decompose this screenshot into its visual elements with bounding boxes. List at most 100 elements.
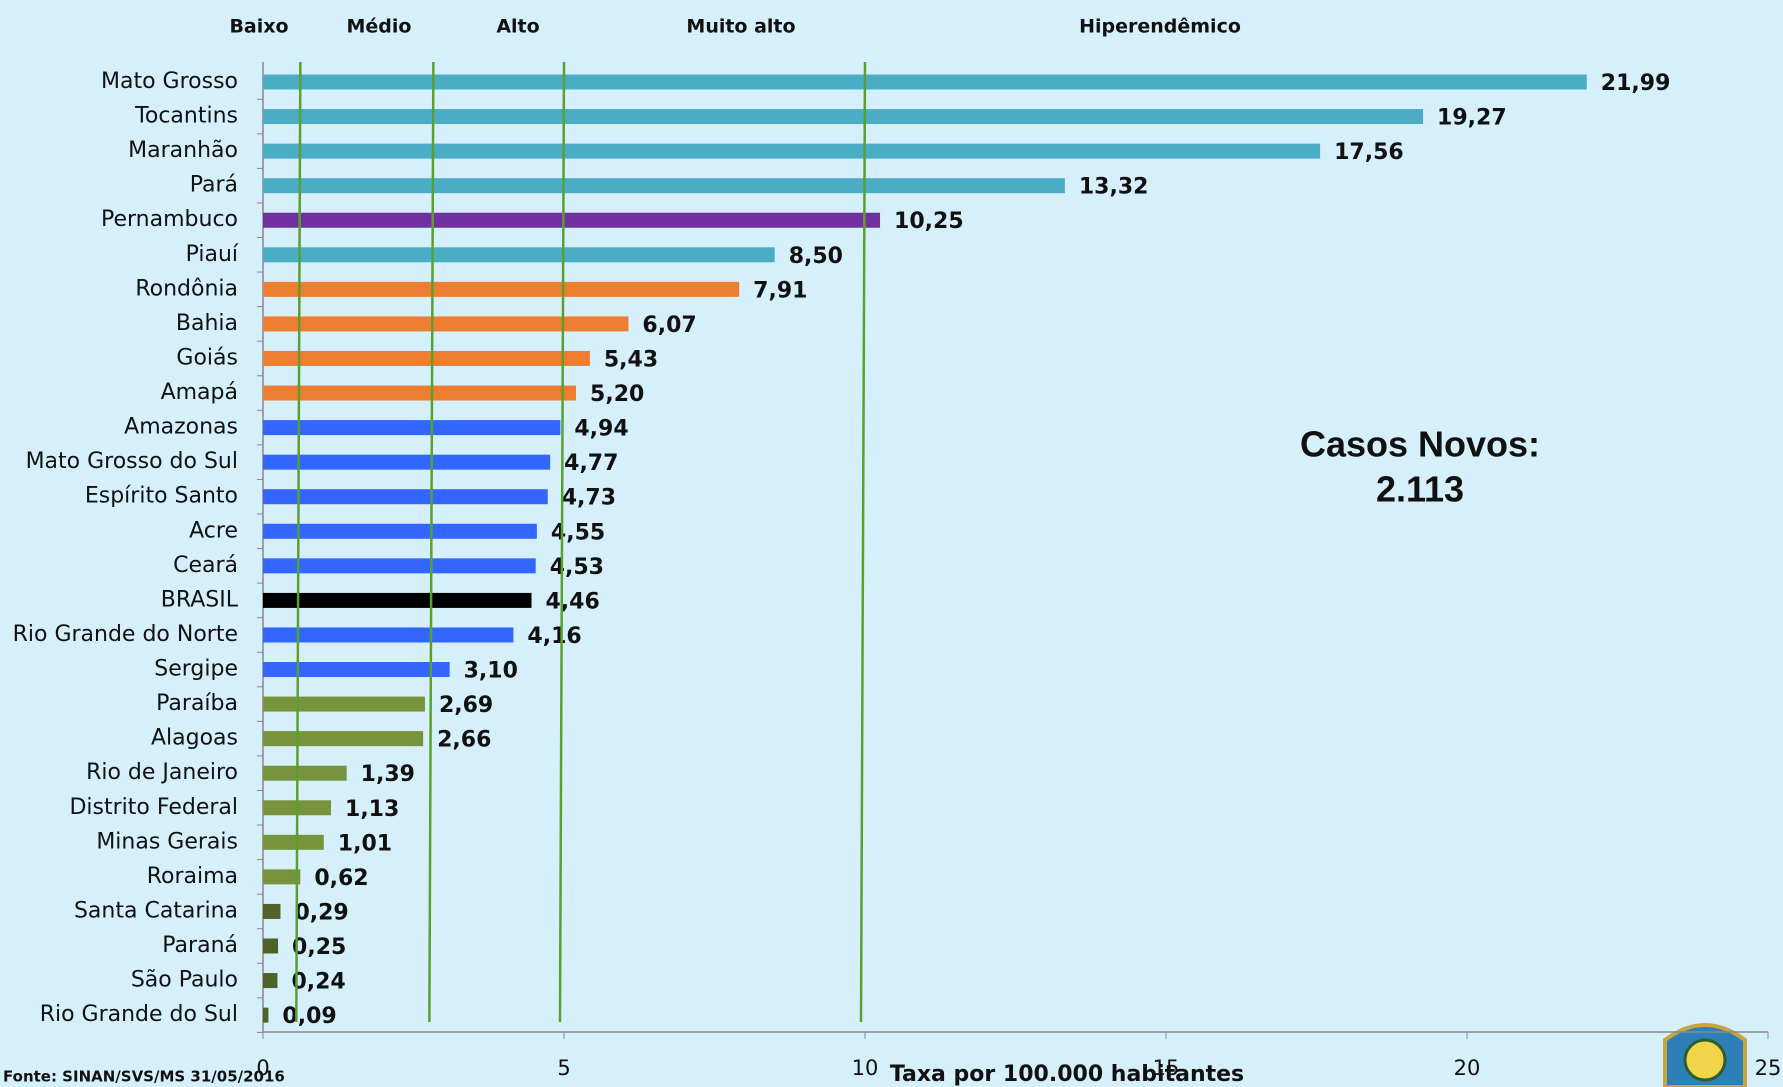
bar [263, 765, 347, 781]
category-label: São Paulo [131, 968, 238, 993]
bar [263, 385, 577, 401]
data-label: 21,99 [1601, 71, 1671, 96]
x-tick-label: 10 [852, 1056, 879, 1080]
category-label: Roraima [147, 864, 238, 889]
data-label: 0,24 [291, 970, 345, 995]
data-label: 0,09 [282, 1004, 336, 1029]
category-label: Minas Gerais [96, 829, 238, 854]
zone-label: Alto [496, 16, 539, 38]
bar [263, 834, 324, 850]
bar [263, 74, 1587, 90]
x-tick-label: 0 [256, 1056, 269, 1080]
data-label: 7,91 [753, 278, 807, 303]
category-label: Amazonas [124, 415, 238, 440]
data-label: 2,69 [439, 693, 493, 718]
category-label: Espírito Santo [85, 484, 238, 509]
bar [263, 1007, 269, 1023]
category-label: Acre [189, 518, 238, 543]
x-tick-label: 5 [557, 1056, 570, 1080]
threshold-line [859, 61, 867, 1023]
bar [263, 696, 425, 712]
category-label: Santa Catarina [74, 898, 238, 923]
category-label: Bahia [176, 311, 238, 336]
category-label: Paraíba [156, 691, 238, 716]
data-label: 4,55 [551, 520, 605, 545]
data-label: 3,10 [464, 659, 518, 684]
data-label: 4,94 [574, 417, 628, 442]
category-label: Goiás [176, 345, 238, 370]
category-label: Alagoas [151, 726, 238, 751]
category-label: Mato Grosso [101, 69, 238, 94]
category-label: Paraná [162, 933, 238, 958]
x-tick-label: 15 [1153, 1056, 1180, 1080]
data-label: 4,77 [564, 451, 618, 476]
bar [263, 143, 1321, 159]
data-label: 19,27 [1437, 106, 1507, 131]
x-tick-label: 20 [1454, 1056, 1481, 1080]
bar [263, 212, 881, 228]
bar [263, 627, 514, 643]
bar [263, 247, 775, 263]
threshold-line [428, 61, 435, 1023]
bar [263, 178, 1065, 194]
bar [263, 973, 278, 989]
bar [263, 420, 561, 436]
category-label: Sergipe [154, 657, 238, 682]
bar [263, 869, 301, 885]
category-label: Mato Grosso do Sul [26, 449, 238, 474]
category-label: Rondônia [135, 276, 238, 301]
data-label: 4,46 [545, 589, 599, 614]
category-label: Piauí [186, 242, 239, 267]
bar [263, 316, 629, 332]
category-label: Rio Grande do Norte [13, 622, 238, 647]
x-axis-label: Taxa por 100.000 habitantes [890, 1062, 1244, 1087]
bar [263, 731, 424, 747]
data-label: 8,50 [789, 244, 843, 269]
zone-label: Hiperendêmico [1079, 16, 1241, 38]
data-label: 1,39 [361, 762, 415, 787]
category-label: Ceará [173, 553, 238, 578]
threshold-line [558, 61, 566, 1023]
x-tick-label: 25 [1755, 1056, 1782, 1080]
category-label: BRASIL [161, 587, 239, 612]
category-label: Rio de Janeiro [86, 760, 238, 785]
bar [263, 109, 1424, 125]
category-label: Amapá [161, 380, 238, 405]
bar [263, 350, 590, 366]
bar [263, 454, 551, 470]
annotation: Casos Novos: [1300, 424, 1540, 465]
category-label: Pernambuco [101, 207, 238, 232]
data-label: 1,01 [338, 831, 392, 856]
category-label: Pará [190, 173, 238, 198]
data-label: 0,29 [294, 900, 348, 925]
zone-label: Médio [347, 16, 412, 38]
data-label: 5,43 [604, 347, 658, 372]
category-label: Tocantins [134, 104, 238, 129]
data-label: 2,66 [437, 728, 491, 753]
bar [263, 903, 281, 919]
category-label: Rio Grande do Sul [40, 1002, 238, 1027]
category-label: Distrito Federal [69, 795, 238, 820]
bar [263, 592, 532, 608]
category-label: Maranhão [128, 138, 238, 163]
bar [263, 523, 537, 539]
data-label: 0,62 [314, 866, 368, 891]
zone-label: Muito alto [686, 16, 795, 38]
bar [263, 489, 548, 505]
data-label: 4,53 [550, 555, 604, 580]
data-label: 1,13 [345, 797, 399, 822]
bar [263, 558, 536, 574]
data-label: 4,73 [562, 486, 616, 511]
data-label: 4,16 [527, 624, 581, 649]
source: Fonte: SINAN/SVS/MS 31/05/2016 [3, 1068, 285, 1086]
annotation: 2.113 [1376, 469, 1464, 510]
data-label: 5,20 [590, 382, 644, 407]
threshold-line [295, 61, 302, 1023]
bar [263, 662, 450, 678]
data-label: 17,56 [1334, 140, 1404, 165]
data-label: 0,25 [292, 935, 346, 960]
data-label: 13,32 [1079, 175, 1149, 200]
bar [263, 938, 279, 954]
data-label: 10,25 [894, 209, 964, 234]
